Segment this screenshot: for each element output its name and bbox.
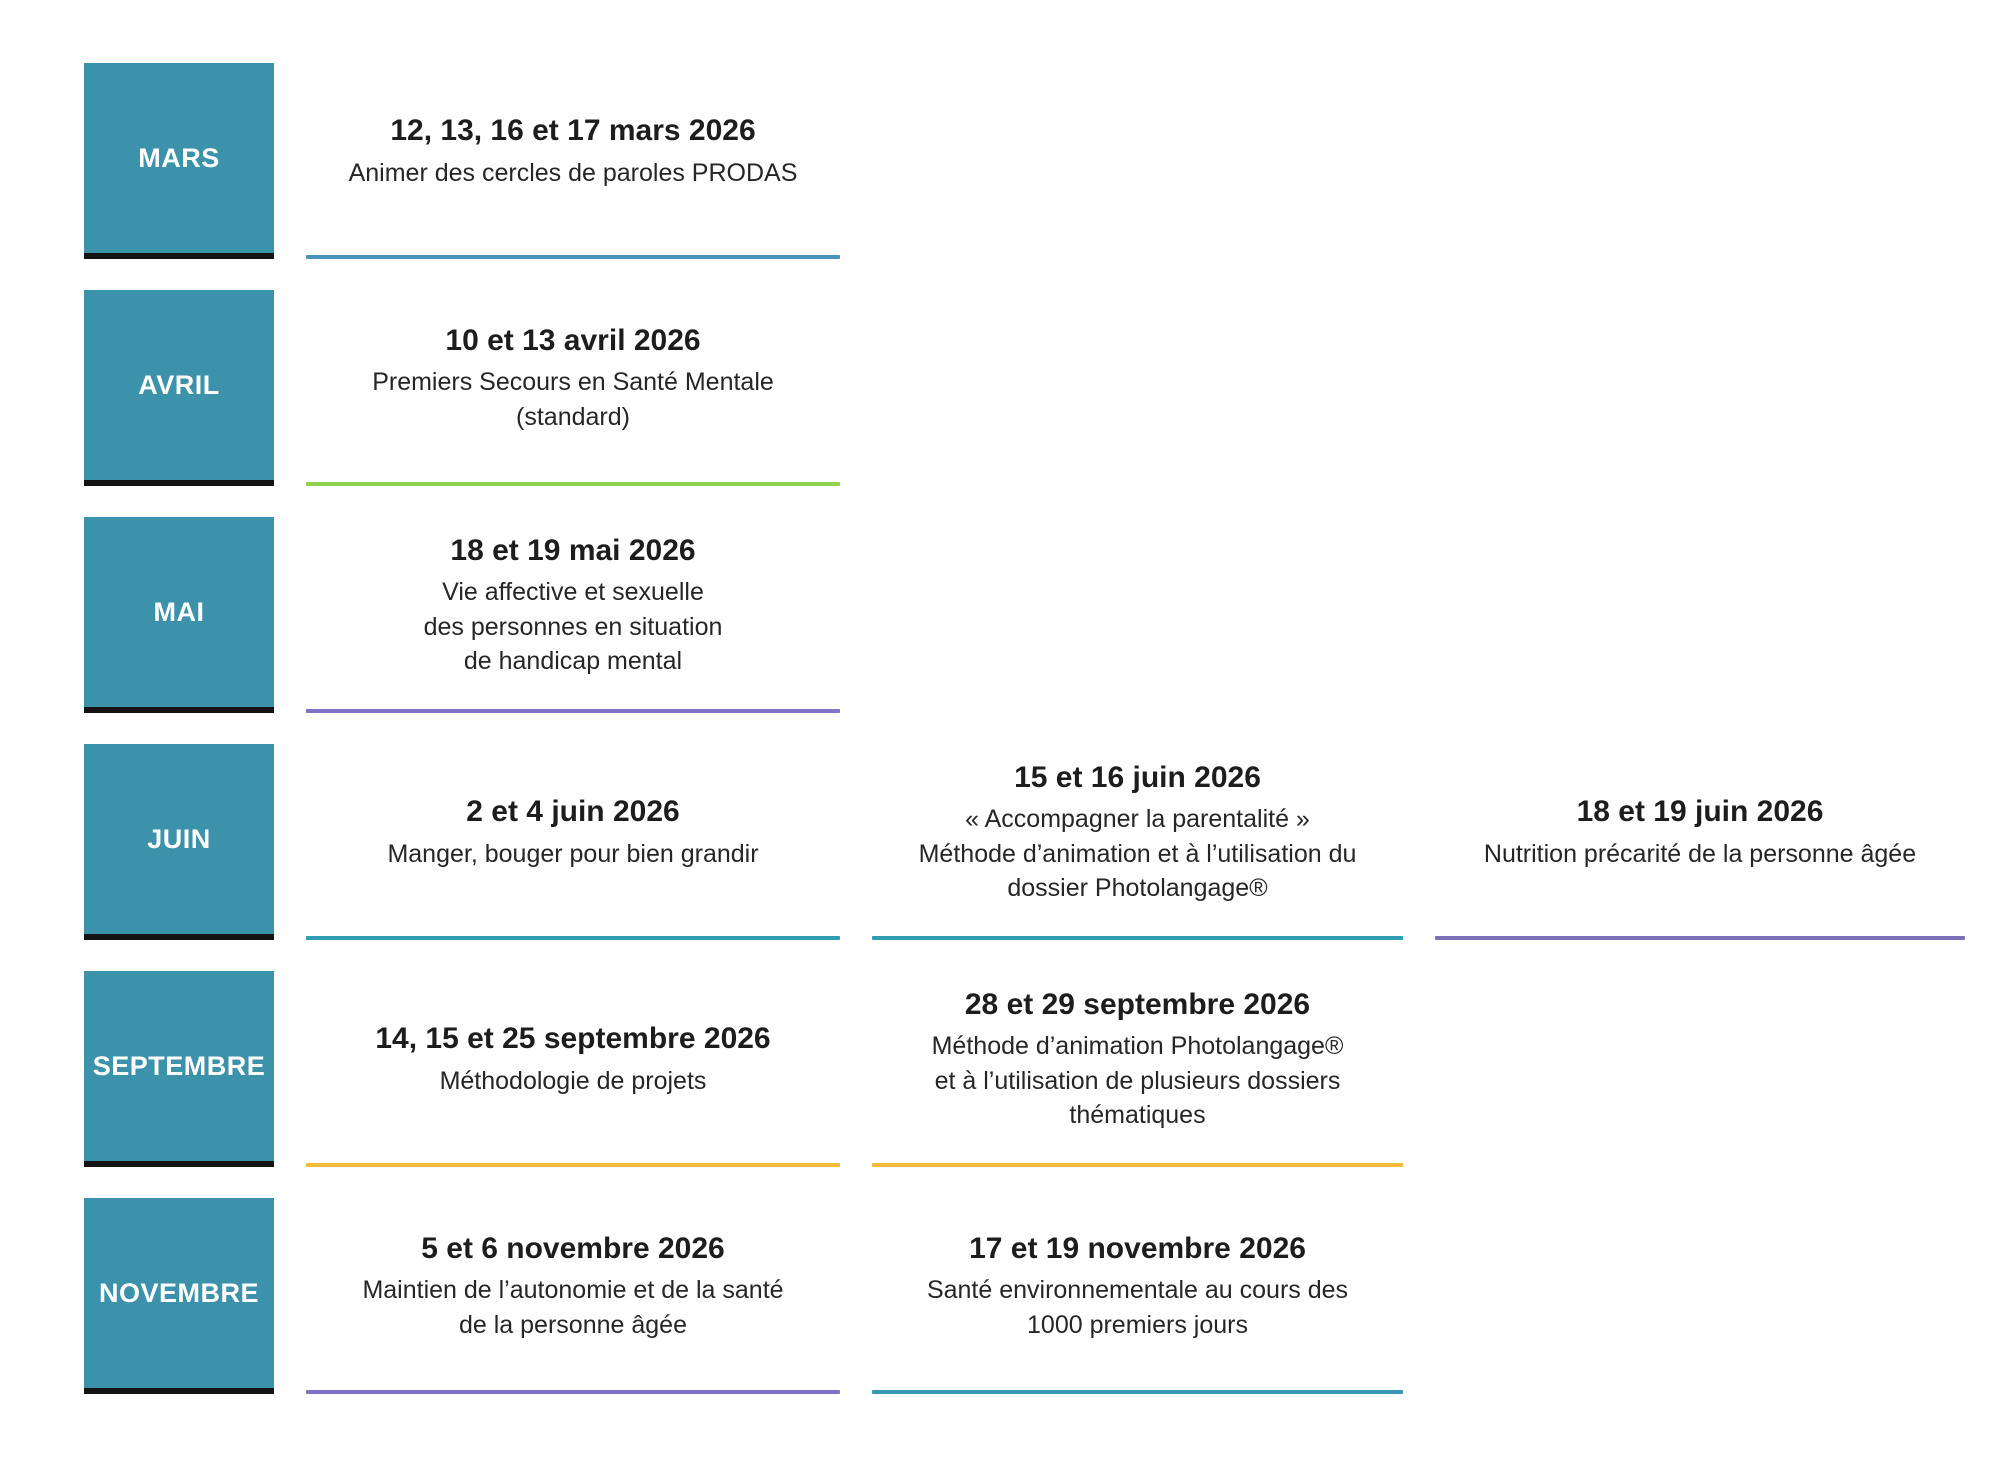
event-underline xyxy=(872,936,1403,940)
event-title: Méthodologie de projets xyxy=(440,1064,707,1099)
event-title-line: Nutrition précarité de la personne âgée xyxy=(1483,839,1917,868)
event-title: Vie affective et sexuelle des personnes e… xyxy=(424,575,723,679)
event-title-line: Méthodologie de projets xyxy=(439,1066,707,1095)
training-calendar: MARS 12, 13, 16 et 17 mars 2026 Animer d… xyxy=(84,63,1966,1425)
month-badge: MAI xyxy=(84,517,274,713)
month-badge: MARS xyxy=(84,63,274,259)
event-date: 18 et 19 mai 2026 xyxy=(450,533,696,567)
training-event: 18 et 19 mai 2026 Vie affective et sexue… xyxy=(306,517,840,713)
event-title-line: Méthode d’animation et à l’utilisation d… xyxy=(918,839,1357,868)
calendar-row: SEPTEMBRE 14, 15 et 25 septembre 2026 Mé… xyxy=(84,971,1966,1167)
event-date: 28 et 29 septembre 2026 xyxy=(964,987,1311,1021)
event-underline xyxy=(872,1390,1403,1394)
event-underline xyxy=(306,482,840,486)
calendar-row: NOVEMBRE 5 et 6 novembre 2026 Maintien d… xyxy=(84,1198,1966,1394)
event-date: 10 et 13 avril 2026 xyxy=(445,323,701,357)
month-badge: SEPTEMBRE xyxy=(84,971,274,1167)
calendar-row: AVRIL 10 et 13 avril 2026 Premiers Secou… xyxy=(84,290,1966,486)
event-title-line: Manger, bouger pour bien grandir xyxy=(387,839,759,868)
month-badge: NOVEMBRE xyxy=(84,1198,274,1394)
event-underline xyxy=(306,936,840,940)
event-title-line: de handicap mental xyxy=(463,647,683,675)
event-date: 12, 13, 16 et 17 mars 2026 xyxy=(390,114,756,147)
event-title: Santé environnementale au cours des 1000 … xyxy=(927,1273,1348,1342)
training-event: 5 et 6 novembre 2026 Maintien de l’auton… xyxy=(306,1198,840,1394)
event-underline xyxy=(306,709,840,713)
event-title: Nutrition précarité de la personne âgée xyxy=(1484,837,1916,872)
event-date: 2 et 4 juin 2026 xyxy=(466,795,680,828)
training-event: 2 et 4 juin 2026 Manger, bouger pour bie… xyxy=(306,744,840,940)
training-event: 15 et 16 juin 2026 « Accompagner la pare… xyxy=(872,744,1403,940)
event-title-line: Méthode d’animation Photolangage® xyxy=(931,1032,1344,1060)
event-date: 18 et 19 juin 2026 xyxy=(1576,795,1824,828)
event-title-line: de la personne âgée xyxy=(459,1310,687,1339)
event-title: Méthode d’animation Photolangage® et à l’… xyxy=(932,1029,1344,1133)
training-event: 17 et 19 novembre 2026 Santé environneme… xyxy=(872,1198,1403,1394)
training-event: 12, 13, 16 et 17 mars 2026 Animer des ce… xyxy=(306,63,840,259)
event-underline xyxy=(1435,936,1965,940)
training-event: 28 et 29 septembre 2026 Méthode d’animat… xyxy=(872,971,1403,1167)
event-title-line: Santé environnementale au cours des xyxy=(926,1276,1349,1305)
event-title-line: Vie affective et sexuelle xyxy=(442,578,704,606)
month-badge: AVRIL xyxy=(84,290,274,486)
calendar-row: MARS 12, 13, 16 et 17 mars 2026 Animer d… xyxy=(84,63,1966,259)
event-title: « Accompagner la parentalité » Méthode d’… xyxy=(919,802,1357,906)
event-title: Manger, bouger pour bien grandir xyxy=(387,837,758,872)
event-underline xyxy=(306,1163,840,1167)
event-underline xyxy=(872,1163,1403,1167)
event-title-line: 1000 premiers jours xyxy=(1027,1310,1248,1339)
training-event: 14, 15 et 25 septembre 2026 Méthodologie… xyxy=(306,971,840,1167)
event-title: Maintien de l’autonomie et de la santé de… xyxy=(362,1273,783,1342)
event-date: 14, 15 et 25 septembre 2026 xyxy=(375,1022,771,1055)
event-title-line: dossier Photolangage® xyxy=(1007,874,1268,902)
event-date: 5 et 6 novembre 2026 xyxy=(421,1231,725,1265)
training-event: 10 et 13 avril 2026 Premiers Secours en … xyxy=(306,290,840,486)
event-title-line: des personnes en situation xyxy=(423,612,723,641)
event-title-line: Animer des cercles de paroles PRODAS xyxy=(348,158,798,187)
event-underline xyxy=(306,255,840,259)
training-event: 18 et 19 juin 2026 Nutrition précarité d… xyxy=(1435,744,1965,940)
calendar-row: MAI 18 et 19 mai 2026 Vie affective et s… xyxy=(84,517,1966,713)
calendar-row: JUIN 2 et 4 juin 2026 Manger, bouger pou… xyxy=(84,744,1966,940)
event-date: 17 et 19 novembre 2026 xyxy=(969,1231,1306,1265)
month-badge: JUIN xyxy=(84,744,274,940)
event-underline xyxy=(306,1390,840,1394)
event-title-line: « Accompagner la parentalité » xyxy=(965,805,1310,833)
event-title-line: Maintien de l’autonomie et de la santé xyxy=(362,1276,784,1305)
event-date: 15 et 16 juin 2026 xyxy=(1014,760,1261,794)
event-title-line: thématiques xyxy=(1069,1101,1206,1129)
event-title: Premiers Secours en Santé Mentale (standa… xyxy=(372,365,774,434)
event-title-line: et à l’utilisation de plusieurs dossiers xyxy=(934,1066,1341,1095)
event-title-line: Premiers Secours en Santé Mentale xyxy=(372,368,774,397)
event-title: Animer des cercles de paroles PRODAS xyxy=(349,156,798,191)
event-title-line: (standard) xyxy=(516,402,630,431)
